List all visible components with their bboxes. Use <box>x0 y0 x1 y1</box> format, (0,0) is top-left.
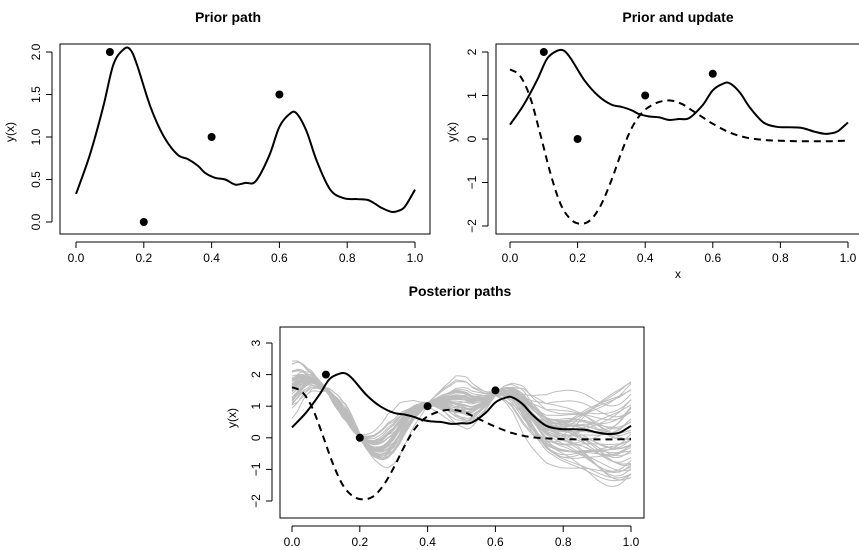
x-tick-label: 0.2 <box>351 535 368 549</box>
x-tick-label: 0.4 <box>203 251 220 265</box>
x-tick-label: 0.4 <box>419 535 436 549</box>
x-tick-label: 0.6 <box>271 251 288 265</box>
y-axis-label: y(x) <box>3 122 17 142</box>
y-tick-label: 1.5 <box>29 86 43 103</box>
x-tick-label: 0.0 <box>284 535 301 549</box>
y-tick-label: 1.0 <box>29 128 43 145</box>
prior-line <box>509 48 849 135</box>
plot-frame <box>279 326 645 519</box>
posterior-path <box>291 375 632 457</box>
y-tick-label: −1 <box>465 175 479 189</box>
x-tick-label: 0.2 <box>135 251 152 265</box>
update-line <box>509 68 849 225</box>
observed-point <box>321 370 330 379</box>
x-tick-label: 0.2 <box>569 251 586 265</box>
panel-prior-and-update: Prior and update y(x) x 0.0 0.2 0.4 0.6 0.8 1… <box>445 9 859 281</box>
posterior-path <box>291 383 632 461</box>
y-tick-label: 3 <box>249 339 263 346</box>
x-tick-label: 0.4 <box>637 251 654 265</box>
posterior-path <box>291 378 632 451</box>
panel-prior-path: Prior path y(x) 0.0 0.2 0.4 0.6 0.8 1.0 0.0 0.5… <box>3 9 431 265</box>
x-tick-label: 0.8 <box>339 251 356 265</box>
plot-area <box>291 360 632 501</box>
x-tick-label: 1.0 <box>623 535 640 549</box>
observed-point <box>641 91 650 100</box>
y-axis-label: y(x) <box>445 122 459 142</box>
x-tick-label: 0.0 <box>68 251 85 265</box>
plot-frame <box>495 43 859 235</box>
observed-point <box>275 90 284 99</box>
prior-line <box>291 371 632 436</box>
x-axis-label: x <box>675 267 681 281</box>
posterior-path <box>291 370 632 473</box>
x-tick-label: 1.0 <box>840 251 857 265</box>
y-tick-label: 2.0 <box>29 43 43 60</box>
y-tick-label: 0.5 <box>29 171 43 188</box>
observed-point <box>139 218 148 226</box>
observed-point <box>573 135 582 143</box>
observed-point <box>355 433 364 442</box>
y-tick-label: 0 <box>465 135 479 142</box>
y-tick-label: 2 <box>465 48 479 55</box>
y-tick-label: −2 <box>465 219 479 233</box>
x-tick-label: 0.6 <box>704 251 721 265</box>
prior-line <box>75 46 416 214</box>
y-tick-label: 0 <box>249 434 263 441</box>
y-tick-label: 1 <box>465 92 479 99</box>
x-tick-label: 0.6 <box>487 535 504 549</box>
observed-point <box>207 133 216 141</box>
x-tick-label: 0.0 <box>502 251 519 265</box>
observed-point <box>423 402 432 411</box>
x-tick-label: 1.0 <box>407 251 424 265</box>
observed-point <box>491 386 500 395</box>
y-tick-label: −2 <box>249 494 263 508</box>
plot-frame <box>59 43 431 235</box>
observed-point <box>105 48 114 56</box>
plot-area <box>75 46 416 214</box>
chart-title: Posterior paths <box>409 283 512 299</box>
posterior-path <box>291 384 632 454</box>
panel-posterior-paths: Posterior paths y(x) 0.0 0.2 0.4 0.6 0.8 1.0 −… <box>225 283 645 549</box>
x-tick-label: 0.8 <box>555 535 572 549</box>
y-tick-label: 0.0 <box>29 213 43 230</box>
plot-area <box>509 48 849 225</box>
y-tick-label: 2 <box>249 371 263 378</box>
update-line <box>291 386 632 501</box>
x-tick-label: 0.8 <box>772 251 789 265</box>
y-tick-label: 1 <box>249 403 263 410</box>
posterior-path <box>291 377 632 457</box>
observed-point <box>539 48 548 56</box>
chart-title: Prior and update <box>622 9 733 25</box>
chart-title: Prior path <box>195 9 261 25</box>
observed-point <box>708 69 717 78</box>
y-axis-label: y(x) <box>225 408 239 428</box>
y-tick-label: −1 <box>249 462 263 476</box>
